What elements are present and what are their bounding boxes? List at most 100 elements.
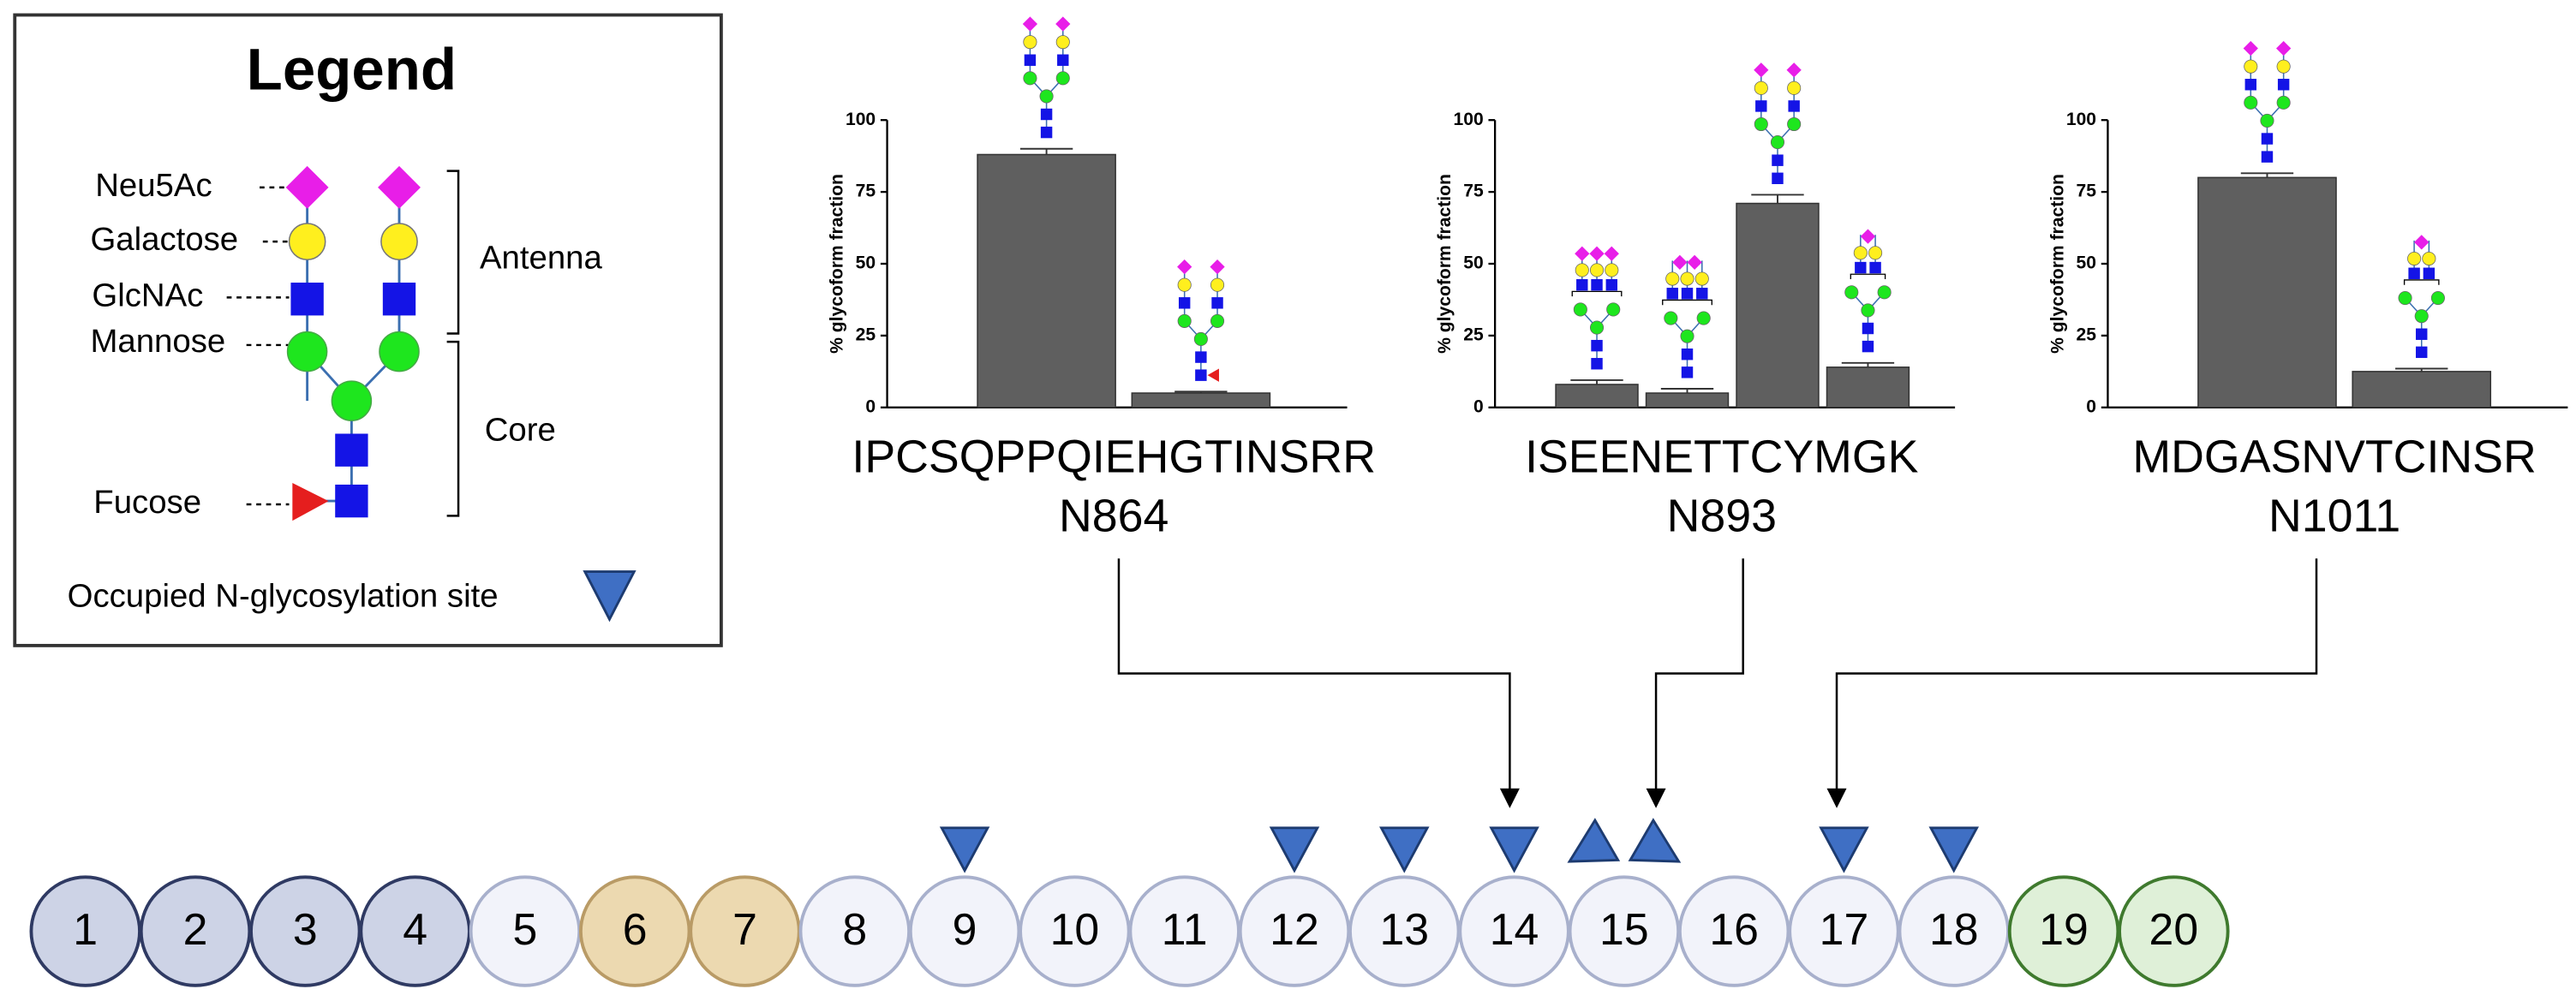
connectors xyxy=(1117,558,2318,792)
glcnac xyxy=(2416,328,2428,340)
domain xyxy=(2118,875,2230,987)
galactose xyxy=(1754,80,1768,95)
glcnac xyxy=(1195,369,1207,381)
mannose xyxy=(1844,285,1859,300)
leader-lines xyxy=(226,186,290,506)
glcnac xyxy=(2408,267,2420,279)
legend-label: GlcNAc xyxy=(92,277,203,313)
mannose xyxy=(1787,116,1802,132)
domain-label: 14 xyxy=(1490,904,1539,954)
galactose xyxy=(1665,271,1680,286)
domain-label: 12 xyxy=(1270,904,1319,954)
mannose xyxy=(1877,285,1892,300)
y-tick-label: 0 xyxy=(2086,396,2096,416)
bar xyxy=(1131,392,1271,408)
domain-label: 19 xyxy=(2039,904,2089,954)
mannose xyxy=(1023,71,1037,86)
galactose xyxy=(1210,277,1225,292)
mannose xyxy=(2276,95,2291,110)
neu5ac xyxy=(1672,254,1688,270)
galactose xyxy=(1177,277,1192,292)
glcnac xyxy=(1681,349,1694,360)
glcnac xyxy=(1178,297,1191,309)
domain-label: 13 xyxy=(1379,904,1429,954)
neu5ac xyxy=(1210,259,1225,275)
neu5ac xyxy=(1055,16,1071,32)
y-tick-label: 50 xyxy=(856,253,876,273)
bracket xyxy=(446,170,460,517)
galactose xyxy=(2276,59,2291,74)
mannose xyxy=(2430,290,2445,306)
glcnac xyxy=(1755,100,1767,112)
site-marker xyxy=(1379,826,1430,873)
bar xyxy=(1645,392,1730,408)
glcnac xyxy=(1591,339,1603,352)
error-bar xyxy=(1751,194,1804,204)
mannose xyxy=(1193,331,1208,347)
y-tick-label: 0 xyxy=(1473,396,1484,416)
neu5ac xyxy=(2243,40,2258,57)
legend: Legend Neu5Ac Galactose GlcNAc Mannose F… xyxy=(13,13,723,647)
glcnac xyxy=(1862,322,1874,335)
peptide-label: MDGASNVTCINSR xyxy=(2132,431,2536,482)
site-marker xyxy=(1628,818,1682,863)
galactose xyxy=(1868,246,1883,260)
galactose xyxy=(2244,59,2258,74)
domain-label: 7 xyxy=(732,904,757,954)
glcnac xyxy=(2261,151,2274,163)
bar xyxy=(2197,176,2337,408)
legend-label: Fucose xyxy=(93,484,201,521)
glcnac xyxy=(1024,54,1037,66)
domain-label: 3 xyxy=(293,904,318,954)
site-label: N864 xyxy=(1059,490,1168,541)
glcnac xyxy=(1211,297,1223,309)
neu5ac xyxy=(1860,229,1876,244)
glcnac xyxy=(1696,288,1708,300)
galactose xyxy=(1575,263,1589,277)
mannose xyxy=(1055,71,1070,86)
glcnac xyxy=(1040,126,1053,139)
glycan-icon xyxy=(1662,254,1712,378)
domain-label: 15 xyxy=(1599,904,1649,954)
glycan-icon xyxy=(1754,63,1802,185)
legend-glycan xyxy=(285,165,421,521)
y-axis-label: % glycoform fraction xyxy=(828,174,847,354)
mannose xyxy=(1589,320,1605,335)
y-tick-label: 100 xyxy=(846,110,876,129)
bar xyxy=(977,153,1116,408)
glcnac xyxy=(1591,278,1603,291)
galactose xyxy=(1023,35,1037,50)
bracket xyxy=(1571,290,1623,297)
error-bar xyxy=(1660,388,1714,394)
mannose xyxy=(1680,329,1694,343)
glcnac xyxy=(2416,346,2428,359)
galactose xyxy=(1589,263,1605,277)
y-tick-label: 25 xyxy=(856,325,876,344)
galactose xyxy=(1694,271,1709,286)
glycan-icon xyxy=(1177,259,1225,382)
domain-label: 9 xyxy=(953,904,977,954)
mannose xyxy=(1606,302,1621,317)
y-tick-label: 75 xyxy=(856,182,876,201)
glcnac xyxy=(1605,278,1618,291)
domain-label: 18 xyxy=(1929,904,1979,954)
error-bar xyxy=(1019,147,1073,155)
galactose xyxy=(1055,35,1070,50)
mannose xyxy=(1039,89,1054,104)
bracket xyxy=(1662,299,1712,306)
legend-label: Mannose xyxy=(90,323,225,360)
error-bar xyxy=(1841,361,1895,367)
domain-label: 2 xyxy=(183,904,208,954)
glcnac xyxy=(1869,261,1881,274)
bracket xyxy=(2403,279,2440,285)
y-tick-label: 50 xyxy=(1463,253,1483,273)
fucose xyxy=(1207,368,1219,382)
domain-label: 6 xyxy=(623,904,648,954)
y-axis-label: % glycoform fraction xyxy=(2047,174,2067,354)
galactose xyxy=(2407,251,2422,266)
y-tick-label: 100 xyxy=(2066,110,2096,129)
mannose xyxy=(1861,303,1875,318)
site-marker xyxy=(1819,826,1869,873)
glcnac xyxy=(1057,54,1069,66)
site-label: Occupied N-glycosylation site xyxy=(68,577,499,614)
